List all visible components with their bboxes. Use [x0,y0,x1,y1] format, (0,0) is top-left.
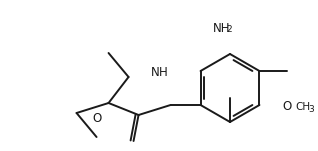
Text: CH: CH [295,102,310,112]
Text: NH: NH [213,21,231,34]
Text: H: H [159,66,167,79]
Text: 2: 2 [226,26,232,34]
Text: 3: 3 [308,104,314,114]
Text: N: N [151,66,159,79]
Text: O: O [92,111,102,125]
Text: O: O [282,101,292,114]
